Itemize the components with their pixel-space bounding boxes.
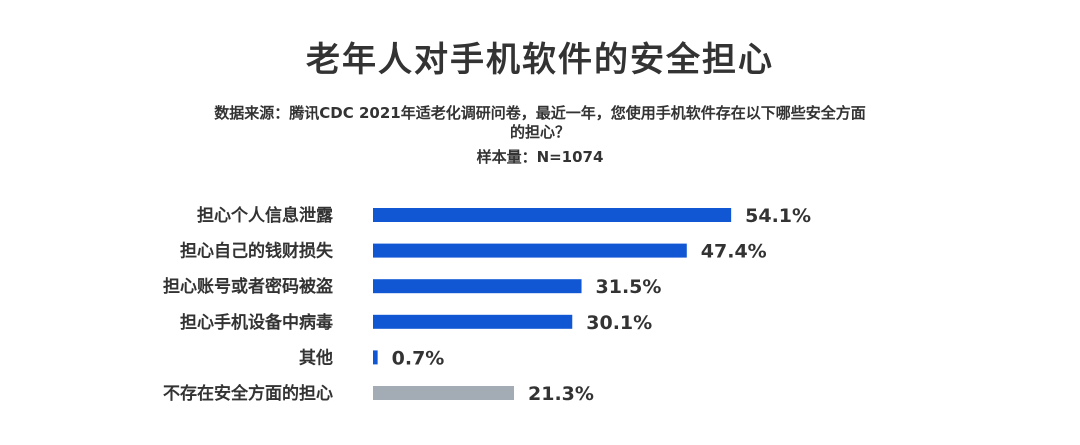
bar — [373, 279, 582, 294]
value-label: 21.3% — [528, 383, 594, 405]
chart-source-line-1: 数据来源：腾讯CDC 2021年适老化调研问卷，最近一年，您使用手机软件存在以下… — [214, 104, 866, 122]
bar — [373, 208, 732, 222]
value-label: 31.5% — [596, 276, 662, 298]
value-label: 54.1% — [745, 205, 811, 227]
value-label: 47.4% — [701, 241, 767, 263]
bar — [373, 243, 687, 258]
category-label: 不存在安全方面的担心 — [163, 383, 333, 404]
bar — [373, 314, 573, 329]
bar — [373, 350, 378, 365]
value-label: 0.7% — [392, 347, 445, 369]
chart-source-line-2: 的担心？ — [509, 123, 570, 141]
sample-size: 样本量：N=1074 — [476, 148, 604, 166]
category-label: 担心账号或者密码被盗 — [163, 276, 333, 297]
chart-source: 数据来源：腾讯CDC 2021年适老化调研问卷，最近一年，您使用手机软件存在以下… — [170, 104, 910, 142]
value-label: 30.1% — [586, 312, 652, 334]
chart-title: 老年人对手机软件的安全担心 — [306, 40, 774, 80]
bar — [373, 386, 515, 400]
category-label: 担心个人信息泄露 — [197, 205, 334, 226]
category-label: 其他 — [299, 347, 333, 368]
category-label: 担心手机设备中病毒 — [180, 312, 333, 333]
category-label: 担心自己的钱财损失 — [180, 241, 334, 262]
